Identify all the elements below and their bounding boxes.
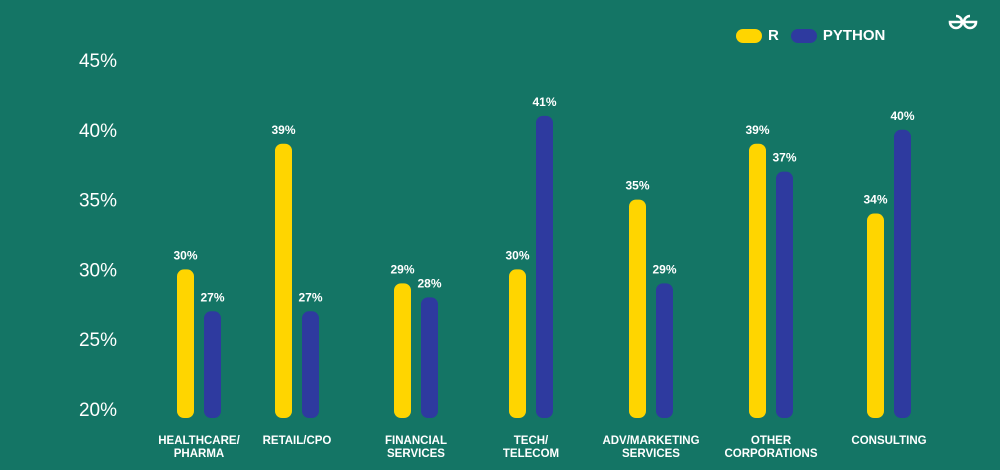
data-label-r: 39% (745, 123, 769, 137)
bar-r (629, 199, 646, 418)
y-tick-label: 20% (79, 400, 117, 421)
bar-python (421, 297, 438, 418)
bar-r (509, 269, 526, 418)
x-tick-label: CONSULTING (851, 435, 926, 447)
x-tick-label: ADV/MARKETING SERVICES (602, 435, 699, 460)
value-labels: 30%27%39%27%29%28%30%41%35%29%39%37%34%4… (173, 95, 914, 304)
data-label-python: 41% (532, 95, 556, 109)
data-label-python: 28% (417, 276, 441, 290)
bar-python (894, 129, 911, 419)
data-label-r: 30% (505, 248, 529, 262)
y-axis: 20% 25% 30% 35% 40% 45% (79, 51, 117, 421)
y-tick-label: 30% (79, 260, 117, 281)
x-tick-label: FINANCIAL SERVICES (385, 435, 447, 460)
legend: R PYTHON (736, 27, 897, 44)
data-label-r: 35% (625, 179, 649, 193)
legend-swatch-python (790, 28, 817, 43)
x-axis: HEALTHCARE/PHARMA RETAIL/CPO FINANCIAL SERV… (158, 435, 926, 460)
bar-python (536, 115, 553, 418)
bar-python (204, 311, 221, 418)
gfg-logo-icon (946, 12, 980, 38)
data-label-r: 30% (173, 248, 197, 262)
data-label-python: 40% (890, 109, 914, 123)
bars (177, 115, 911, 419)
bar-python (776, 171, 793, 418)
data-label-python: 27% (200, 290, 224, 304)
data-label-r: 29% (390, 262, 414, 276)
bar-r (394, 283, 411, 418)
x-tick-label: RETAIL/CPO (263, 435, 332, 447)
bar-r (867, 213, 884, 418)
legend-label-python: PYTHON (822, 27, 886, 44)
x-tick-label: TECH/TELECOM (503, 435, 559, 460)
x-tick-label: HEALTHCARE/PHARMA (158, 435, 240, 460)
y-tick-label: 25% (79, 330, 117, 351)
bar-r (275, 143, 292, 418)
x-tick-label: OTHER CORPORATIONS (724, 435, 817, 460)
legend-swatch-r (736, 28, 762, 43)
data-label-python: 29% (652, 262, 676, 276)
bar-r (749, 143, 766, 418)
bar-r (177, 269, 194, 418)
y-tick-label: 40% (79, 121, 117, 142)
data-label-python: 27% (298, 290, 322, 304)
data-label-python: 37% (772, 151, 796, 165)
data-label-r: 39% (271, 123, 295, 137)
data-label-r: 34% (863, 193, 887, 207)
legend-label-r: R (768, 27, 779, 44)
y-tick-label: 35% (79, 191, 117, 212)
bar-python (656, 283, 673, 418)
y-tick-label: 45% (79, 51, 117, 72)
bar-python (302, 311, 319, 418)
